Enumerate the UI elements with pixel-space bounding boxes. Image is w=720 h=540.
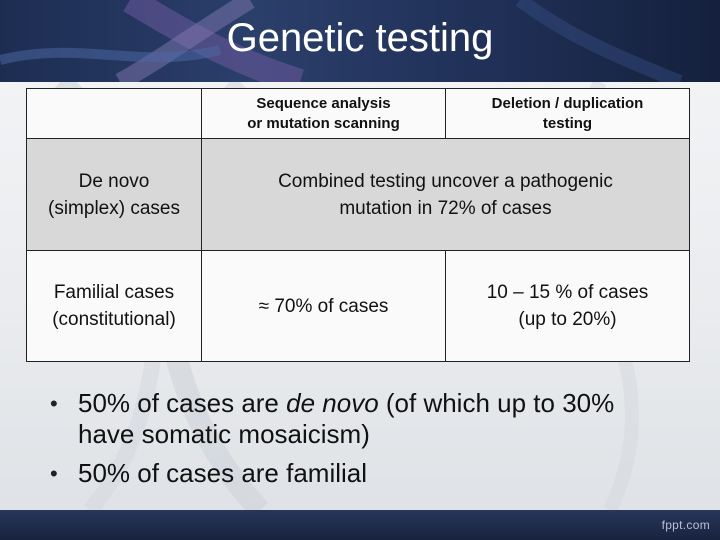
familial-sequence-cell: ≈ 70% of cases: [201, 250, 446, 362]
header-deletion-line1: Deletion / duplication: [491, 94, 644, 112]
header-cell-sequence-analysis: Sequence analysis or mutation scanning: [201, 88, 446, 139]
row-label-familial: Familial cases (constitutional): [26, 250, 202, 362]
header-sequence-line1: Sequence analysis: [256, 94, 391, 112]
bullet-item-familial: • 50% of cases are familial: [50, 458, 690, 489]
de-novo-label-line2: (simplex) cases: [48, 197, 180, 219]
familial-deletion-line2: (up to 20%): [518, 309, 617, 330]
header-cell-deletion-duplication: Deletion / duplication testing: [445, 88, 690, 139]
table-row-de-novo: De novo (simplex) cases Combined testing…: [26, 138, 690, 251]
bullet-text-before: 50% of cases are: [78, 388, 287, 418]
combined-testing-line1: Combined testing uncover a pathogenic: [278, 170, 613, 192]
testing-table: Sequence analysis or mutation scanning D…: [26, 88, 690, 362]
dna-helix-graphic: [0, 0, 683, 82]
header-cell-empty: [26, 88, 202, 139]
table-row-familial: Familial cases (constitutional) ≈ 70% of…: [26, 250, 690, 362]
title-band: Genetic testing: [0, 0, 720, 82]
de-novo-label-line1: De novo: [78, 170, 150, 192]
footer-band: fppt.com: [0, 510, 720, 540]
bullet-marker: •: [50, 461, 58, 486]
header-deletion-line2: testing: [542, 114, 593, 132]
table-header-row: Sequence analysis or mutation scanning D…: [26, 88, 690, 139]
row-label-de-novo: De novo (simplex) cases: [26, 138, 202, 251]
bullet-text-after: (of which up to 30%: [378, 388, 615, 418]
header-sequence-line2: or mutation scanning: [247, 114, 400, 132]
familial-deletion-cell: 10 – 15 % of cases (up to 20%): [445, 250, 690, 362]
bullet-marker: •: [50, 391, 58, 416]
bullet-item-de-novo: • 50% of cases are de novo (of which up …: [50, 388, 690, 450]
bullet-list: • 50% of cases are de novo (of which up …: [50, 388, 690, 497]
bullet-text-familial: 50% of cases are familial: [78, 458, 368, 488]
familial-deletion-line1: 10 – 15 % of cases: [486, 282, 649, 303]
familial-label-line2: (constitutional): [52, 309, 176, 330]
slide-title: Genetic testing: [226, 16, 494, 60]
familial-label-line1: Familial cases: [53, 282, 175, 303]
bullet-text-line2: have somatic mosaicism): [78, 419, 370, 449]
footer-brand: fppt.com: [661, 518, 710, 532]
bullet-emphasis-de-novo: de novo: [286, 388, 379, 418]
combined-testing-line2: mutation in 72% of cases: [339, 197, 552, 219]
merged-cell-combined-testing: Combined testing uncover a pathogenic mu…: [201, 138, 690, 251]
